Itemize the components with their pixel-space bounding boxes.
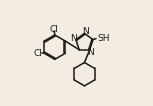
- Text: Cl: Cl: [34, 49, 43, 58]
- Text: N: N: [71, 34, 77, 43]
- Text: Cl: Cl: [50, 25, 59, 34]
- Text: SH: SH: [97, 34, 110, 43]
- Text: N: N: [82, 27, 89, 36]
- Text: N: N: [87, 47, 94, 56]
